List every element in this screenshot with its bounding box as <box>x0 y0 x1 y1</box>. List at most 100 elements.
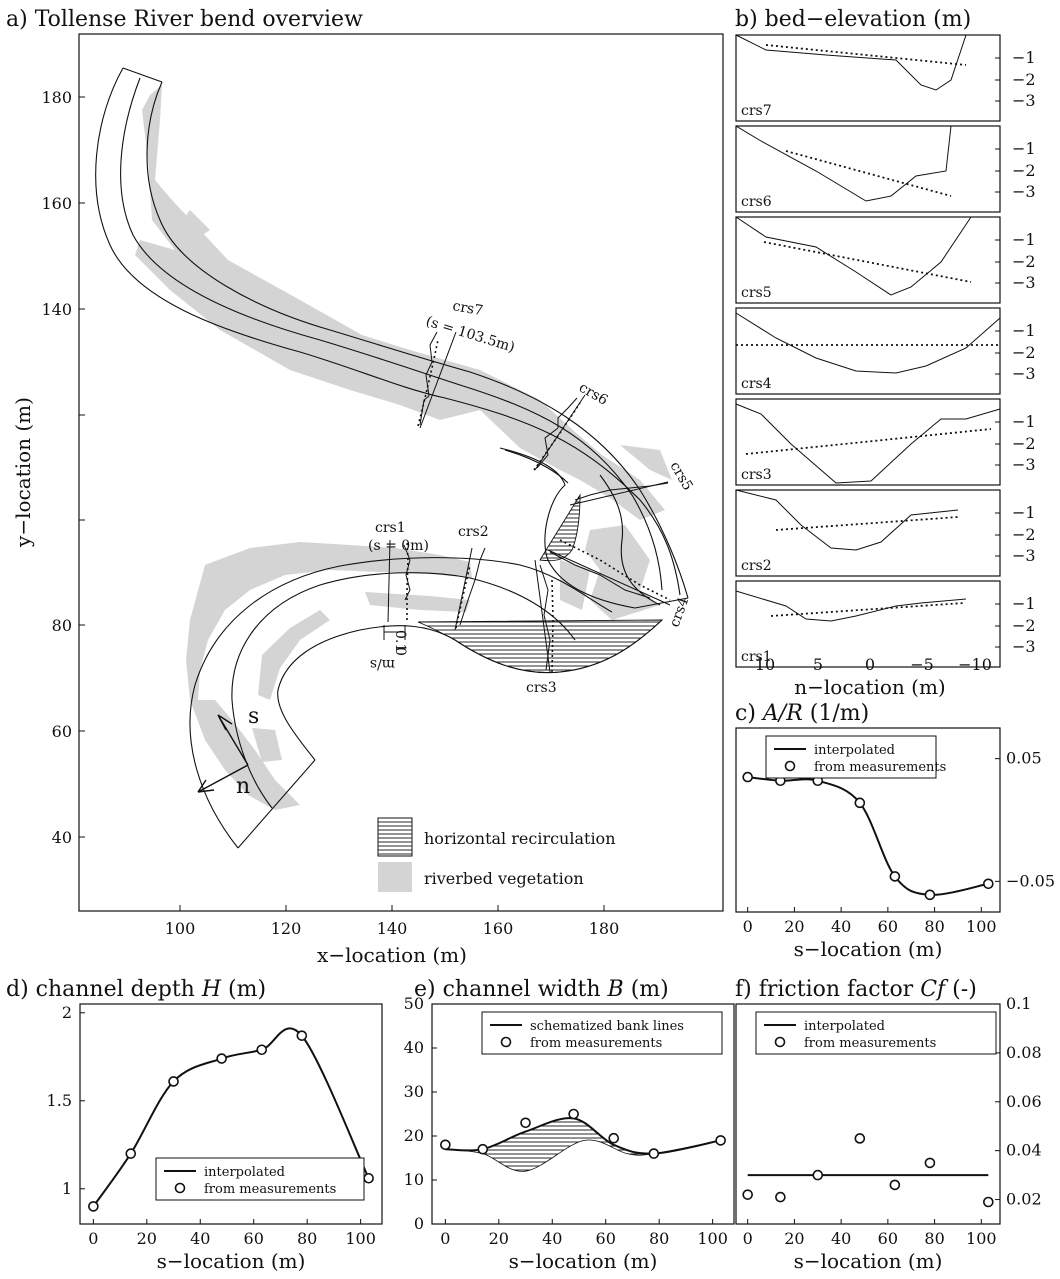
y-tick: −2 <box>1012 434 1036 453</box>
data-point <box>742 771 753 783</box>
x-tick: 40 <box>542 1229 562 1248</box>
data-point <box>889 871 901 882</box>
bed-profile-crs2: crs2 −1 −2 −3 <box>735 489 1036 577</box>
bed-profile-label: crs3 <box>741 467 772 483</box>
n-arrow <box>197 764 249 793</box>
bank-end-lower <box>237 759 316 849</box>
legend-label: interpolated <box>204 1165 285 1180</box>
data-point <box>363 1172 374 1184</box>
x-tick: 0 <box>865 655 875 674</box>
x-tick: 0 <box>88 1229 98 1248</box>
x-tick: 100 <box>966 1229 997 1248</box>
y-tick: −3 <box>1012 364 1036 383</box>
x-tick: −10 <box>958 655 992 674</box>
outer-bank <box>95 67 681 596</box>
crs4-velocity <box>549 551 651 599</box>
y-tick-marks <box>79 96 85 838</box>
panel-e: e) channel width B (m)0 20 40 60 80 100s−loca… <box>404 977 735 1273</box>
legend-vegetation-swatch <box>378 862 412 892</box>
y-tick: 40 <box>52 828 72 847</box>
data-point <box>889 1179 901 1191</box>
bed-profile-fit <box>763 241 972 283</box>
river-outline <box>95 67 689 849</box>
panel-d: d) channel depth H (m) 0 20 40 60 80 100 s−loca… <box>6 977 383 1273</box>
data-point <box>924 1157 936 1169</box>
legend-label: from measurements <box>204 1182 336 1197</box>
crs7-line <box>419 331 457 429</box>
bed-profile-fit <box>770 602 965 617</box>
panel-a-xaxis: 100 120 140 160 180 x−location (m) <box>165 905 620 967</box>
vegetation-patch <box>620 445 672 480</box>
s-arrow <box>217 714 249 766</box>
crs2-label: crs2 <box>458 524 489 540</box>
legend-label: interpolated <box>804 1019 885 1034</box>
bed-profile-line <box>735 489 959 551</box>
x-tick: 20 <box>784 917 804 936</box>
x-tick: 80 <box>649 1229 669 1248</box>
y-tick: −2 <box>1012 70 1036 89</box>
data-point <box>296 1030 308 1041</box>
inner-bank-lower <box>277 619 663 761</box>
x-tick: 60 <box>596 1229 616 1248</box>
data-point <box>854 797 866 809</box>
y-tick: 140 <box>41 300 72 319</box>
y-tick: −1 <box>1012 139 1036 158</box>
x-tick: 180 <box>589 919 620 938</box>
y-tick: 40 <box>404 1038 424 1057</box>
bed-profile-crs7: crs7 −1 −2 −3 <box>735 34 1036 122</box>
legend-marker-swatch <box>174 1182 186 1194</box>
vegetation-patches <box>135 85 672 810</box>
chart-title: d) channel depth H (m) <box>6 977 266 1002</box>
data-point <box>568 1108 579 1120</box>
panel-b-rows: crs7 −1 −2 −3 crs6 −1 −2 −3 crs5 −1 −2 −3 crs4 −1 −2 −3… <box>735 34 1036 668</box>
legend-box <box>155 1157 365 1201</box>
x-axis-label: s−location (m) <box>509 1249 658 1273</box>
y-tick: −2 <box>1012 161 1036 180</box>
x-tick: 100 <box>966 917 997 936</box>
data-point <box>477 1143 489 1155</box>
data-point <box>168 1076 179 1087</box>
velocity-scale-unit: m/s <box>370 656 395 672</box>
outer-bank <box>146 81 689 599</box>
velocity-scale <box>383 625 406 640</box>
data-point <box>983 1196 994 1208</box>
y-tick: 0.08 <box>1006 1043 1042 1062</box>
bed-profile-line <box>735 34 967 91</box>
legend-box <box>755 1011 997 1055</box>
x-axis-label: s−location (m) <box>794 937 943 961</box>
data-point <box>924 889 936 901</box>
panel-f: f) friction factor Cf (-) 0 20 40 60 80 100 s−l… <box>735 977 1042 1273</box>
data-point <box>742 1189 753 1200</box>
x-tick: 100 <box>697 1229 728 1248</box>
bed-profile-label: crs2 <box>741 558 772 574</box>
data-point <box>812 1169 824 1181</box>
panel-c: c) A/R (1/m) 0 20 40 60 80 100 s−location (m) 0.… <box>735 701 1055 961</box>
panel-a-yaxis: 180 160 140 80 60 40 y−location (m) <box>11 88 85 847</box>
y-tick: 1 <box>62 1179 72 1198</box>
y-tick: 1.5 <box>47 1091 72 1110</box>
x-tick: 80 <box>924 917 944 936</box>
x-tick: −5 <box>910 655 934 674</box>
legend-label: schematized bank lines <box>530 1019 684 1034</box>
crs6-mean <box>533 402 581 471</box>
bed-profile-frame <box>735 307 1001 395</box>
series-line <box>747 776 989 896</box>
x-tick: 120 <box>271 919 302 938</box>
legend-recirculation-swatch <box>377 817 413 857</box>
vegetation-patch <box>365 592 470 612</box>
y-tick: 30 <box>404 1082 424 1101</box>
x-tick: 40 <box>831 917 851 936</box>
y-tick: −1 <box>1012 321 1036 340</box>
crs1-mean <box>406 539 409 620</box>
bed-profile-crs5: crs5 −1 −2 −3 <box>735 216 1036 304</box>
bed-profile-crs1: crs1 −1 −2 −3 <box>735 580 1036 668</box>
chart-title: f) friction factor Cf (-) <box>735 977 977 1002</box>
bed-profile-label: crs1 <box>741 649 772 665</box>
legend-recirculation-label: horizontal recirculation <box>424 829 616 848</box>
crs2-velocity <box>459 547 486 626</box>
centerline-lower <box>231 572 576 809</box>
bed-profile-crs3: crs3 −1 −2 −3 <box>735 398 1036 486</box>
panel-a-ylabel: y−location (m) <box>11 397 35 548</box>
x-tick: 160 <box>483 919 514 938</box>
